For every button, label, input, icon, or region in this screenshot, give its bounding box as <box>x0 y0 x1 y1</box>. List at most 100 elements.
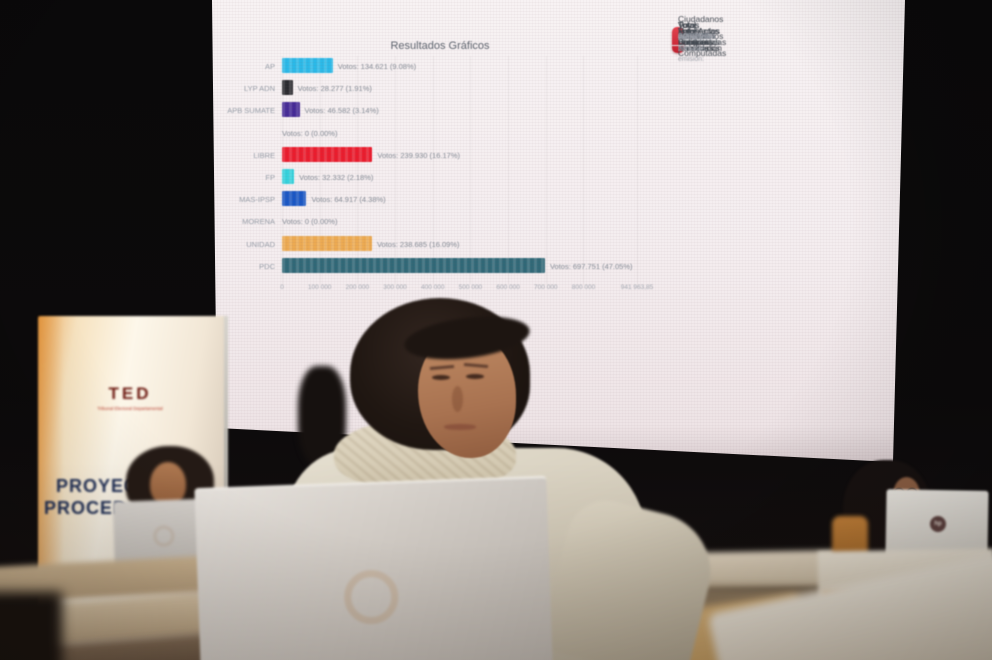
chart-row: UNIDAD Votos: 238.685 (16.09%) <box>212 235 665 252</box>
chart-rows: AP Votos: 134.621 (9.08%) LYP ADN Votos: 28… <box>212 0 905 462</box>
chart-value-label: Votos: 238.685 (16.09%) <box>376 239 460 249</box>
table-cell-detalle: Votos Nulos Directos <box>678 19 710 53</box>
table-cell-total: 48.201 <box>678 31 704 42</box>
chart-row: FP Votos: 32.332 (2.18%) <box>212 169 665 185</box>
table-cell-porcentaje: 0.00% <box>678 31 703 42</box>
table-cell-detalle: Total Votos Nulos <box>678 19 700 53</box>
chart-bar <box>282 102 300 118</box>
column-header-total: Total <box>678 35 698 45</box>
hp-logo-icon <box>153 525 175 547</box>
chart-category-label: AP <box>264 62 275 71</box>
eye <box>432 375 450 380</box>
table-cell-detalle: Ciudadanos Habilitados por Actas Computa… <box>678 14 727 59</box>
table-cell-detalle: Votos Válidos <box>678 25 706 47</box>
table-cell-total: 334.657 <box>678 31 709 42</box>
chart-value-label: Votos: 28.277 (1.91%) <box>297 84 372 94</box>
nose-shadow <box>452 386 463 412</box>
chart-value-label: Votos: 697.751 (47.05%) <box>549 261 633 271</box>
x-axis-tick-label: 0 <box>280 284 284 291</box>
table-cell-porcentaje: 0.12% <box>678 31 703 42</box>
table-cell-porcentaje: 79.38% <box>678 31 707 42</box>
emission-timestamp-value: 28/08/2025 23:14:48 <box>678 35 714 53</box>
emission-timestamp-label: Fecha y hora de emisión: <box>678 35 705 63</box>
chart-value-label: Votos: 0 (0.00%) <box>282 217 338 227</box>
gridline <box>357 56 359 284</box>
chart-row: Votos: 0 (0.00%) <box>212 125 665 141</box>
chart-row: LYP ADN Votos: 28.277 (1.91%) <box>212 80 665 96</box>
chart-row: APB SUMATE Votos: 46.582 (3.14%) <box>212 102 665 118</box>
banner-heading-line2: PROCED <box>44 498 128 518</box>
gridline <box>583 56 585 284</box>
table-cell-total: 336.991 <box>678 31 709 42</box>
chart-value-label: Votos: 239.930 (16.17%) <box>377 150 460 160</box>
table-cell-detalle: Votos Blancos <box>678 25 709 47</box>
chart-category-label: APB SUMATE <box>227 106 275 116</box>
chart-value-label: Votos: 134.621 (9.08%) <box>337 62 417 71</box>
x-axis-tick-label: 200 000 <box>345 284 370 291</box>
table-cell-total: 1.868.186 <box>678 31 716 42</box>
chart-row: MAS-IPSP Votos: 64.917 (4.38%) <box>212 191 665 207</box>
banner-heading-line1: PROYEC <box>56 476 139 496</box>
x-axis-tick-label: 600 000 <box>496 284 520 291</box>
table-cell-total: 9099 <box>678 31 697 42</box>
table-cell-detalle: Votos Nulos Declinación <box>678 19 722 53</box>
table-cell-porcentaje: 100.00% <box>678 31 712 42</box>
chart-row: AP Votos: 134.621 (9.08%) <box>212 58 665 74</box>
gridline <box>508 56 510 284</box>
chart-axis: 0 100 000 200 000 300 000 400 000 500 000 600 … <box>212 0 905 462</box>
chart-value-label: Votos: 46.582 (3.14%) <box>304 106 379 116</box>
mouth <box>444 424 476 430</box>
screen-content: Resultados Gráficos AP Votos: 134.621 (9.… <box>212 0 905 462</box>
table-cell-total: 1.482.994 <box>678 31 716 42</box>
chart-category-label: MAS-IPSP <box>239 195 275 205</box>
x-axis-tick-label: 700 000 <box>534 284 558 291</box>
x-axis-tick-label: 800 000 <box>571 284 596 291</box>
hp-logo-icon: hp <box>929 515 947 533</box>
table-cell-total: 0 <box>678 31 683 42</box>
column-header-detalle: Detalle <box>678 35 706 45</box>
chart-title: Resultados Gráficos <box>390 40 490 52</box>
chart-bar <box>282 169 295 184</box>
ted-tagline: Tribunal Electoral Departamental <box>97 406 163 411</box>
table-cell-detalle: Total Actas Habilitadas <box>678 25 721 47</box>
chart-category-label: FP <box>265 173 275 182</box>
chart-bar <box>282 191 307 207</box>
x-axis-tick-label: 500 000 <box>458 284 483 291</box>
table-cell-total: 2334 <box>678 31 697 42</box>
eye <box>466 374 484 379</box>
chart-bar <box>282 80 293 96</box>
gridline <box>395 56 397 284</box>
table-cell-total: 9099 <box>678 31 697 42</box>
chart-category-label: LIBRE <box>253 150 275 160</box>
table-cell-detalle: Total Ciudadanos Habilitados <box>678 19 724 53</box>
table-cell-porcentaje: 17.91% <box>678 31 707 42</box>
hp-logo-icon <box>343 569 400 626</box>
chart-bar <box>282 235 372 251</box>
table-cell-porcentaje: 2.58% <box>678 31 703 42</box>
gridline <box>319 56 321 284</box>
x-axis-tick-label: 400 000 <box>420 284 445 291</box>
dark-corner <box>0 592 62 660</box>
chart-bar <box>282 257 545 273</box>
ted-logo-icon <box>106 356 150 381</box>
gridline <box>470 56 472 284</box>
chart-bar <box>282 146 373 162</box>
column-header-porcentaje: Porcentaje <box>678 35 722 45</box>
chart-value-label: Votos: 0 (0.00%) <box>282 128 338 138</box>
chart-row: PDC Votos: 697.751 (47.05%) <box>212 257 665 274</box>
chart-category-label: MORENA <box>242 217 275 227</box>
chart-category-label: PDC <box>259 261 275 271</box>
x-axis-tick-label: 300 000 <box>383 284 407 291</box>
chart-value-label: Votos: 64.917 (4.38%) <box>311 195 386 205</box>
chart-category-label: UNIDAD <box>246 239 275 249</box>
gridline <box>432 56 434 284</box>
chart-category-label: LYP ADN <box>244 84 275 94</box>
ted-logo-text: TED <box>108 384 152 403</box>
gridline <box>545 56 547 284</box>
chart-row: MORENA Votos: 0 (0.00%) <box>212 213 665 229</box>
chart-row: LIBRE Votos: 239.930 (16.17%) <box>212 146 665 163</box>
results-table-header: Detalle Total Porcentaje <box>672 27 721 53</box>
table-cell-total: 2.047.825 <box>678 31 716 42</box>
x-axis-tick-label: 941 963,85 <box>620 284 654 291</box>
